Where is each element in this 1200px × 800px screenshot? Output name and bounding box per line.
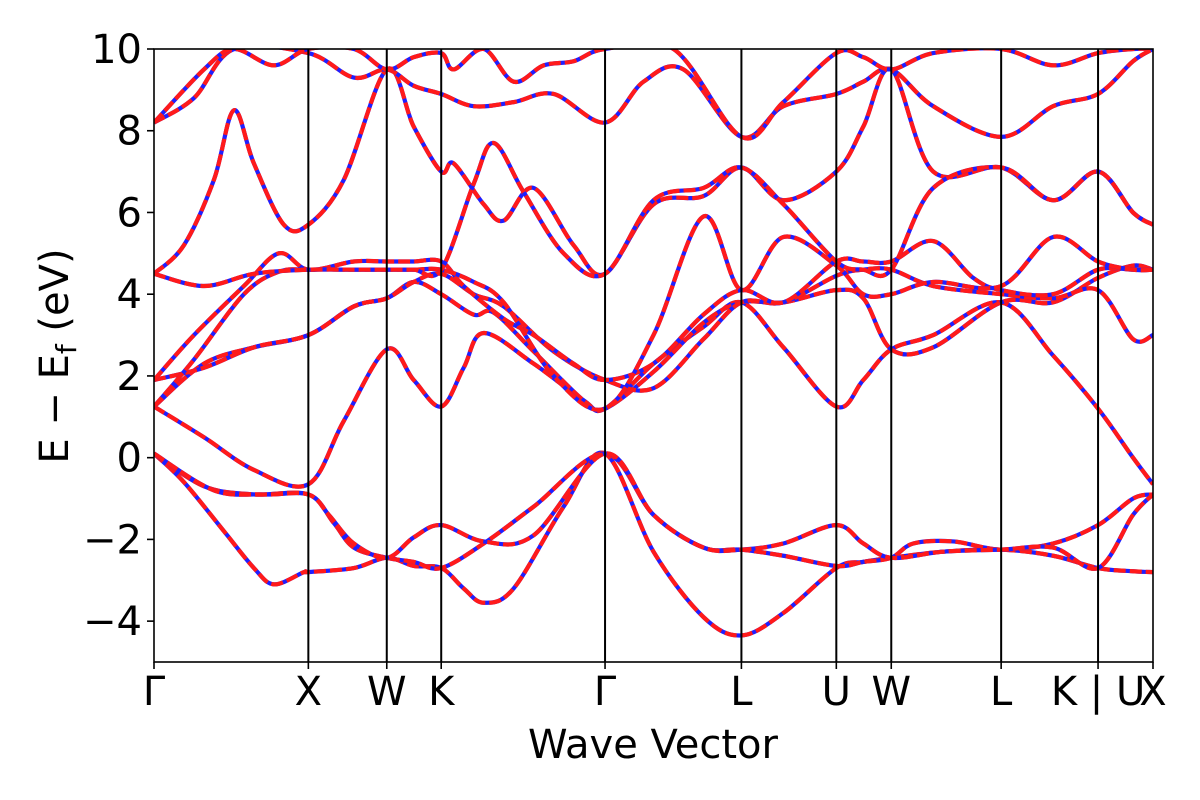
band-line-1-solid <box>154 450 1153 638</box>
band-line-9-solid <box>154 66 1153 278</box>
y-tick-label-2: −2 <box>83 517 142 563</box>
y-axis-label-subscript: f <box>50 343 83 354</box>
high-symmetry-lines <box>307 49 1100 662</box>
x-tick-label-10: K | U <box>1051 669 1145 715</box>
band-lines <box>154 49 1153 638</box>
band-line-11-dashed <box>154 49 1153 140</box>
band-line-12-dashed <box>154 49 1153 141</box>
y-tick-label-3: 0 <box>117 436 142 482</box>
y-tick-label-6: 6 <box>117 190 142 236</box>
band-line-4-dashed <box>154 299 1153 489</box>
y-tick-label-7: 8 <box>117 109 142 155</box>
x-tick-label-4: K <box>428 669 456 715</box>
band-line-7-solid <box>154 238 1153 383</box>
x-tick-label-2: X <box>295 669 322 715</box>
band-line-1-dashed <box>154 450 1153 638</box>
band-line-12-solid <box>154 49 1153 141</box>
band-line-7-dashed <box>154 238 1153 383</box>
y-axis-label-main: E − E <box>32 354 78 464</box>
band-line-9-dashed <box>154 66 1153 278</box>
plot-frame <box>153 48 1154 663</box>
band-line-8-dashed <box>154 214 1153 412</box>
band-line-10-dashed <box>154 140 1153 289</box>
x-tick-label-8: W <box>871 669 911 715</box>
x-tick-label-6: L <box>730 669 753 715</box>
y-axis-label: E − Ef (eV) <box>32 248 83 463</box>
x-tick-label-3: W <box>367 669 407 715</box>
y-tick-label-5: 4 <box>117 272 142 318</box>
y-tick-label-8: 10 <box>91 27 142 73</box>
x-tick-label-1: Γ <box>143 669 166 715</box>
x-tick-label-11: X <box>1139 669 1166 715</box>
y-tick-label-4: 2 <box>117 354 142 400</box>
y-tick-label-1: −4 <box>83 599 142 645</box>
band-line-4-solid <box>154 299 1153 489</box>
x-tick-label-7: U <box>822 669 851 715</box>
y-axis-ticks: −4 −2 0 2 4 6 8 10 <box>83 27 154 645</box>
y-axis-label-unit: (eV) <box>32 248 78 344</box>
band-line-8-solid <box>154 214 1153 412</box>
x-axis-label: Wave Vector <box>528 722 779 768</box>
x-tick-label-5: Γ <box>594 669 617 715</box>
band-line-11-solid <box>154 49 1153 140</box>
band-line-10-solid <box>154 140 1153 289</box>
x-tick-label-9: L <box>990 669 1013 715</box>
